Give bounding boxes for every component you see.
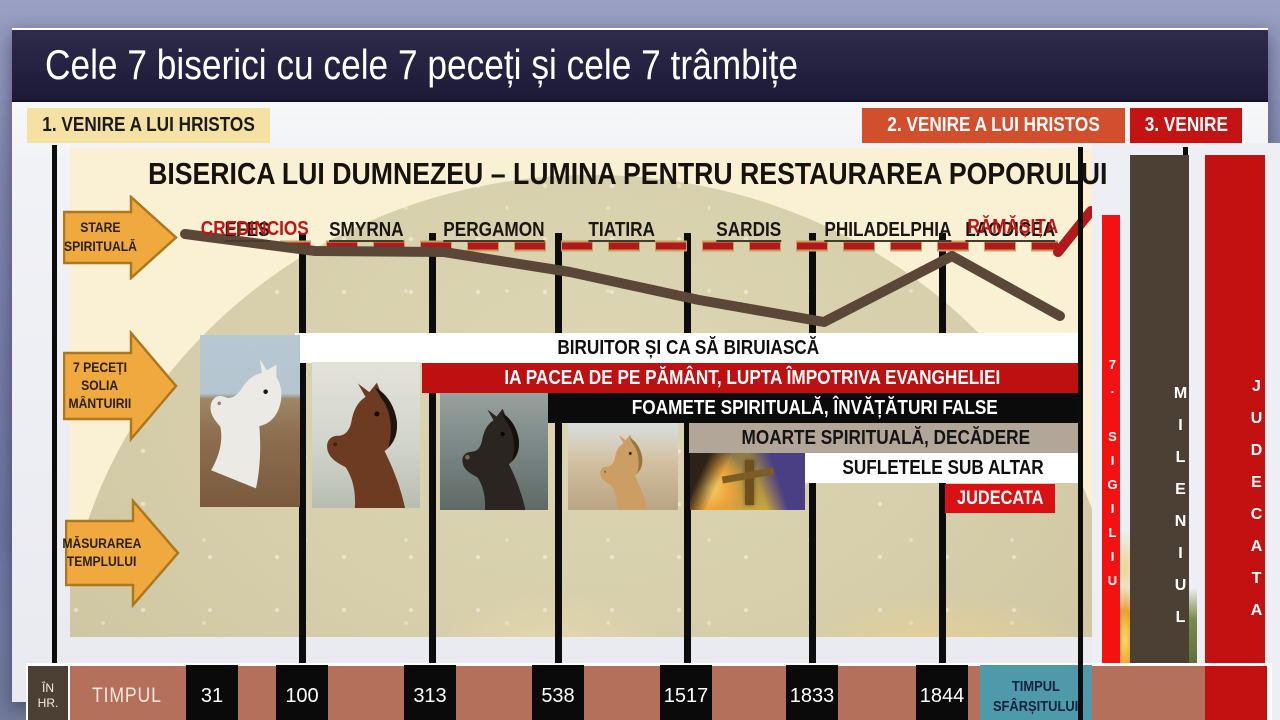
date-538: 538	[532, 665, 584, 720]
spiritual-state-chart	[180, 206, 1092, 327]
church-label-sardis: SARDIS	[716, 219, 782, 241]
era-line-end-time-lower	[1078, 147, 1083, 720]
arrow-text-line: 7 PECEȚI	[72, 359, 128, 375]
era-line-1517	[684, 233, 691, 665]
arrow-text-line: STARE	[79, 220, 121, 236]
date-313: 313	[404, 665, 456, 720]
altar-cross-post	[745, 459, 755, 506]
faithful-note: CREDINCIOS	[200, 218, 309, 240]
date-1833: 1833	[786, 665, 838, 720]
arrow-spiritual-state: STARE SPIRITUALĂ	[63, 195, 178, 280]
horse-icon	[327, 382, 406, 508]
date-31: 31	[186, 665, 238, 720]
white-horse-photo	[200, 335, 300, 507]
timeline-bar-judgment-segment	[1205, 666, 1267, 720]
seal-banner-6-judgment: JUDECATA	[945, 484, 1055, 513]
seal-banner-1: BIRUITOR ȘI CA SĂ BIRUIASCĂ	[295, 333, 1082, 363]
spiritual-state-line	[180, 229, 1065, 327]
seal-banner-2: IA PACEA DE PE PĂMÂNT, LUPTA ÎMPOTRIVA E…	[422, 363, 1082, 393]
third-advent-label: 3. VENIRE	[1130, 108, 1242, 143]
foliage-background-sliver	[1188, 588, 1197, 666]
arrow-text-line: MĂSURAREA	[62, 535, 142, 551]
warm-glow	[690, 508, 1092, 637]
seal-banner-5: SUFLETELE SUB ALTAR	[805, 453, 1082, 483]
warm-glow	[400, 548, 700, 637]
church-label-efes: EFES	[224, 219, 270, 241]
first-advent-label: 1. VENIRE A LUI HRISTOS	[27, 108, 270, 143]
end-time-label: TIMPUL SFÂRȘITULUI	[980, 665, 1092, 720]
millennium-column: MILENIUL	[1130, 155, 1189, 720]
bay-horse-photo	[312, 362, 420, 508]
seal-banner-3: FOAMETE SPIRITUALĂ, ÎNVĂȚĂTURI FALSE	[548, 393, 1082, 423]
church-label-tiatira: TIATIRA	[588, 219, 656, 241]
block-arrow-icon	[65, 498, 180, 608]
date-100: 100	[276, 665, 328, 720]
flames-background-sliver	[1118, 488, 1132, 666]
horse-icon	[462, 408, 526, 510]
remnant-rise-line	[1053, 206, 1092, 257]
arrow-text-line: SOLIA	[81, 377, 119, 393]
arrow-seven-seals: 7 PECEȚI SOLIA MÂNTUIRII	[63, 330, 178, 442]
dark-horse-photo	[440, 393, 548, 510]
era-line-313	[429, 233, 436, 665]
panel-heading: BISERICA LUI DUMNEZEU – LUMINA PENTRU RE…	[148, 156, 1108, 191]
era-label: ÎN HR.	[28, 666, 68, 720]
church-label-smyrna: SMYRNA	[328, 219, 404, 241]
horse-icon	[599, 434, 647, 510]
era-line-100	[299, 233, 306, 665]
slide-title: Cele 7 biserici cu cele 7 peceți și cele…	[45, 41, 798, 88]
era-line-538	[555, 233, 562, 665]
date-1844: 1844	[916, 665, 968, 720]
arrow-text-line: SPIRITUALĂ	[63, 238, 137, 254]
arrow-text-line: TEMPLULUI	[67, 554, 137, 569]
church-label-pergamon: PERGAMON	[443, 219, 545, 241]
remnant-note: RĂMĂȘIȚA	[967, 216, 1059, 238]
seventh-seal-column: 7. SIGILIU	[1102, 215, 1120, 666]
arrow-temple-measuring: MĂSURAREA TEMPLULUI	[62, 498, 180, 608]
church-label-philadelphia: PHILADELPHIA	[824, 219, 952, 241]
time-axis-label: TIMPUL	[92, 684, 162, 707]
horse-icon	[210, 359, 282, 489]
palomino-horse-photo	[568, 423, 678, 510]
souls-under-altar-photo	[690, 453, 805, 510]
slide: Cele 7 biserici cu cele 7 peceți și cele…	[12, 28, 1280, 720]
date-1517: 1517	[660, 665, 712, 720]
church-label-laodicea: LAODICEA	[965, 219, 1055, 241]
judgment-column: JUDECATA	[1205, 155, 1265, 720]
era-line-left-edge	[52, 145, 57, 665]
title-bar: Cele 7 biserici cu cele 7 peceți și cele…	[12, 30, 1268, 102]
block-arrow-icon	[63, 195, 178, 280]
arrow-text-line: MÂNTUIRII	[68, 396, 132, 412]
seal-banner-4: MOARTE SPIRITUALĂ, DECĂDERE	[689, 423, 1082, 453]
second-advent-label: 2. VENIRE A LUI HRISTOS	[862, 108, 1125, 143]
block-arrow-icon	[63, 330, 178, 442]
